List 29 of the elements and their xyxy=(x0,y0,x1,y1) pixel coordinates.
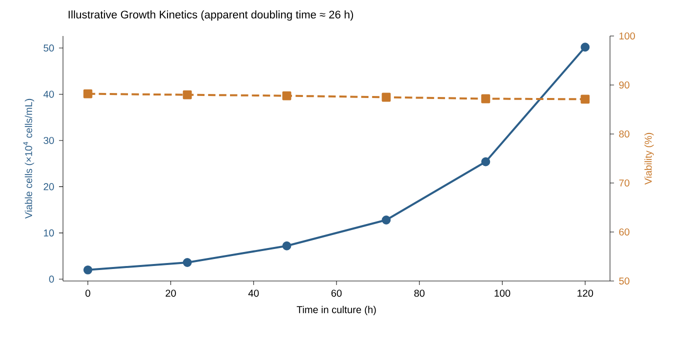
y2-tick-label: 90 xyxy=(619,81,630,89)
x-axis-title: Time in culture (h) xyxy=(296,306,376,316)
point xyxy=(282,241,292,250)
point xyxy=(580,42,590,52)
y2-tick-label: 100 xyxy=(619,32,635,40)
x-tick-label: 40 xyxy=(248,290,259,297)
y-tick-label: 40 xyxy=(43,90,54,98)
y-axis-title: Viable cells (×10$^{4}$ cells/mL) xyxy=(23,98,34,219)
x-tick-label: 100 xyxy=(494,290,510,297)
y2-tick-label: 50 xyxy=(619,277,630,285)
y2-axis-title: Viability (%) xyxy=(644,132,654,185)
y2-tick-label: 70 xyxy=(619,179,630,187)
x-tick-label: 80 xyxy=(414,290,425,297)
x-tick-label: 120 xyxy=(578,290,594,297)
chart-title: Illustrative Growth Kinetics (apparent doubling time ≈ 26 h) xyxy=(68,10,354,21)
x-tick-label: 60 xyxy=(331,290,342,297)
point xyxy=(182,258,192,267)
point xyxy=(481,157,490,166)
point xyxy=(382,216,391,224)
y-tick-label: 0 xyxy=(49,276,54,283)
y-tick-label: 10 xyxy=(44,229,54,236)
point xyxy=(83,265,92,274)
y2-tick-label: 80 xyxy=(619,130,630,138)
x-tick-label: 0 xyxy=(85,290,90,297)
y-tick-label: 20 xyxy=(44,183,54,190)
y-tick-label: 50 xyxy=(44,44,54,52)
x-tick-label: 20 xyxy=(166,290,176,297)
y-tick-label: 30 xyxy=(44,136,54,144)
y2-tick-label: 60 xyxy=(619,228,630,236)
